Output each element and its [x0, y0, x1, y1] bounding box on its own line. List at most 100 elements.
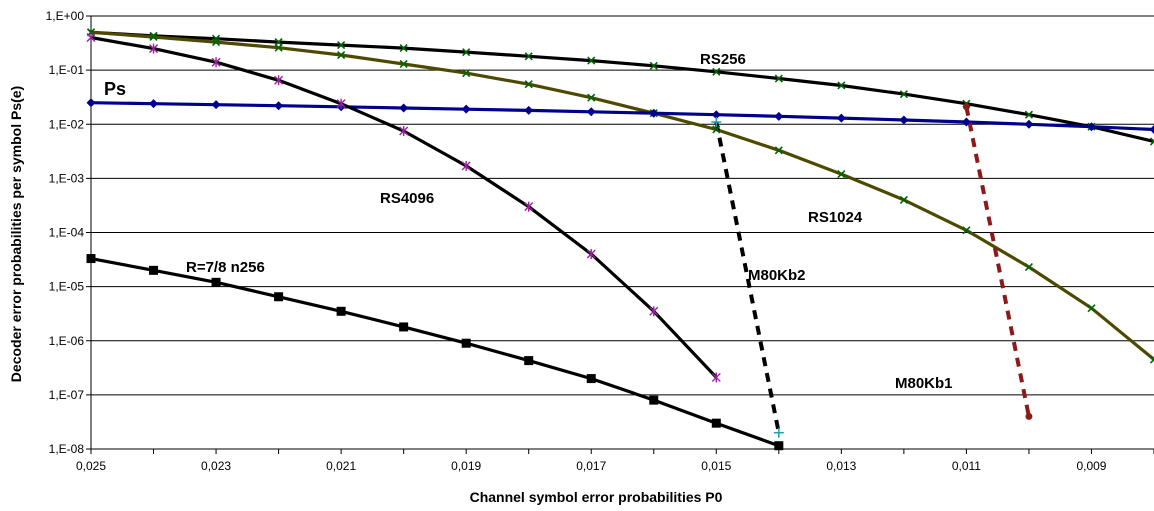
x-tick-label: 0,013	[826, 459, 856, 473]
y-tick-label: 1,E-03	[49, 171, 85, 185]
data-point	[399, 103, 409, 113]
data-point	[899, 90, 908, 99]
data-point	[711, 418, 721, 428]
data-point	[1087, 304, 1096, 313]
data-point	[337, 41, 346, 50]
data-point	[837, 81, 846, 90]
data-point	[462, 69, 471, 78]
data-point	[711, 117, 722, 128]
series-label: R=7/8 n256	[186, 259, 265, 276]
series-label: M80Kb2	[748, 267, 806, 284]
series-label: Ps	[104, 79, 126, 99]
y-axis-title: Decoder error probabilities per symbol P…	[8, 86, 24, 382]
series-lines	[90, 30, 1154, 448]
data-point	[711, 110, 721, 120]
data-point	[399, 44, 408, 53]
y-tick-label: 1,E-06	[49, 334, 85, 348]
data-point	[336, 98, 346, 109]
y-tick-label: 1,E-04	[49, 226, 85, 240]
series-markers	[86, 28, 1154, 451]
data-point	[274, 292, 284, 302]
data-point	[1149, 355, 1154, 364]
series-line	[90, 101, 1154, 132]
data-point	[773, 427, 784, 438]
data-point	[524, 201, 534, 212]
y-tick-labels: 1,E+00 1,E-01 1,E-02 1,E-03 1,E-04 1,E-05 1,E-…	[46, 9, 85, 456]
data-point	[1025, 412, 1033, 420]
data-point	[837, 170, 846, 179]
data-point	[274, 43, 283, 52]
data-point	[211, 34, 221, 43]
data-point	[399, 322, 409, 332]
y-tick-label: 1,E-01	[49, 63, 85, 77]
series-line	[964, 106, 1031, 417]
series-label: M80Kb1	[895, 375, 953, 392]
data-point	[1024, 119, 1034, 129]
data-point	[211, 277, 221, 287]
data-point	[461, 338, 471, 348]
data-point	[149, 32, 158, 42]
data-point	[586, 107, 596, 117]
x-tick-label: 0,011	[952, 459, 981, 473]
y-tick-label: 1,E-02	[49, 117, 85, 131]
data-point	[524, 80, 533, 89]
data-point	[399, 59, 408, 69]
axes	[86, 15, 1154, 454]
data-point	[712, 125, 721, 134]
data-point	[86, 32, 96, 43]
gridlines	[91, 15, 1154, 396]
data-point	[586, 249, 596, 260]
data-point	[399, 126, 409, 137]
series-line	[90, 30, 1154, 361]
y-tick-label: 1,E-07	[49, 388, 85, 402]
data-point	[211, 57, 221, 68]
data-point	[774, 441, 784, 451]
x-tick-label: 0,015	[701, 459, 731, 473]
x-tick-label: 0,021	[326, 459, 356, 473]
data-point	[274, 75, 284, 86]
data-point	[586, 374, 596, 384]
x-tick-label: 0,017	[576, 459, 606, 473]
data-point	[524, 356, 534, 366]
data-point	[211, 100, 221, 110]
x-tick-label: 0,025	[76, 459, 106, 473]
data-point	[836, 113, 846, 123]
data-point	[524, 105, 534, 115]
data-point	[149, 99, 159, 109]
series-line	[714, 121, 781, 434]
data-point	[649, 306, 659, 317]
data-point	[149, 265, 159, 275]
data-point	[899, 115, 909, 125]
x-tick-label: 0,009	[1076, 459, 1106, 473]
data-point	[211, 37, 221, 47]
data-point	[524, 52, 533, 61]
data-point	[1149, 124, 1154, 134]
data-point	[461, 104, 471, 114]
data-point	[962, 226, 971, 235]
series-line	[90, 30, 1154, 144]
data-point	[1024, 262, 1034, 272]
data-point	[86, 254, 96, 264]
data-point	[461, 160, 471, 171]
data-point	[899, 195, 908, 204]
data-point	[587, 56, 596, 65]
data-point	[337, 50, 346, 60]
x-tick-label: 0,023	[201, 459, 231, 473]
data-point	[711, 372, 721, 383]
data-point	[149, 43, 159, 54]
data-point	[649, 108, 659, 118]
data-point	[962, 103, 970, 111]
data-point	[774, 111, 784, 121]
data-point	[774, 74, 783, 83]
data-point	[274, 101, 284, 111]
data-point	[1086, 122, 1096, 132]
data-point	[587, 93, 596, 102]
data-point	[649, 395, 659, 405]
series-label: RS1024	[808, 209, 863, 226]
data-point	[462, 48, 471, 57]
data-point	[649, 61, 658, 70]
series-labels: RS256 RS1024 Ps RS4096 R=7/8 n256 M80Kb2 M80Kb…	[104, 51, 953, 392]
data-point	[774, 146, 783, 155]
data-point	[336, 306, 346, 316]
